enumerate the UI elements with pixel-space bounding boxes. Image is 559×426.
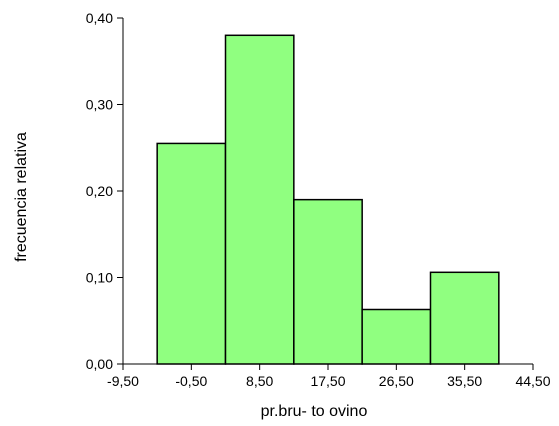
histogram-bar-2 — [224, 34, 295, 365]
y-tick-label: 0,30 — [86, 97, 113, 113]
histogram-bar-3 — [293, 198, 363, 365]
y-axis-title: frecuencia relativa — [13, 132, 30, 262]
histogram-bar-5 — [429, 271, 500, 365]
histogram-bar-4 — [361, 308, 432, 365]
x-tick-label: 17,50 — [310, 373, 345, 389]
x-tick-label: 8,50 — [246, 373, 273, 389]
bars-group — [156, 34, 500, 365]
y-tick-label: 0,10 — [86, 270, 113, 286]
y-tick-label: 0,00 — [86, 356, 113, 372]
x-tick-label: 44,50 — [515, 373, 550, 389]
x-tick-label: 35,50 — [447, 373, 482, 389]
y-ticks-group: 0,00 0,10 0,20 0,30 0,40 — [86, 10, 123, 372]
y-tick-label: 0,20 — [86, 183, 113, 199]
x-tick-label: -0,50 — [175, 373, 207, 389]
x-tick-label: 26,50 — [379, 373, 414, 389]
x-axis-title: pr.bru- to ovino — [261, 403, 368, 420]
x-tick-label: -9,50 — [107, 373, 139, 389]
y-tick-label: 0,40 — [86, 10, 113, 26]
x-ticks-group: -9,50 -0,50 8,50 17,50 26,50 35,50 44,50 — [107, 364, 551, 389]
histogram-bar-1 — [156, 142, 227, 365]
